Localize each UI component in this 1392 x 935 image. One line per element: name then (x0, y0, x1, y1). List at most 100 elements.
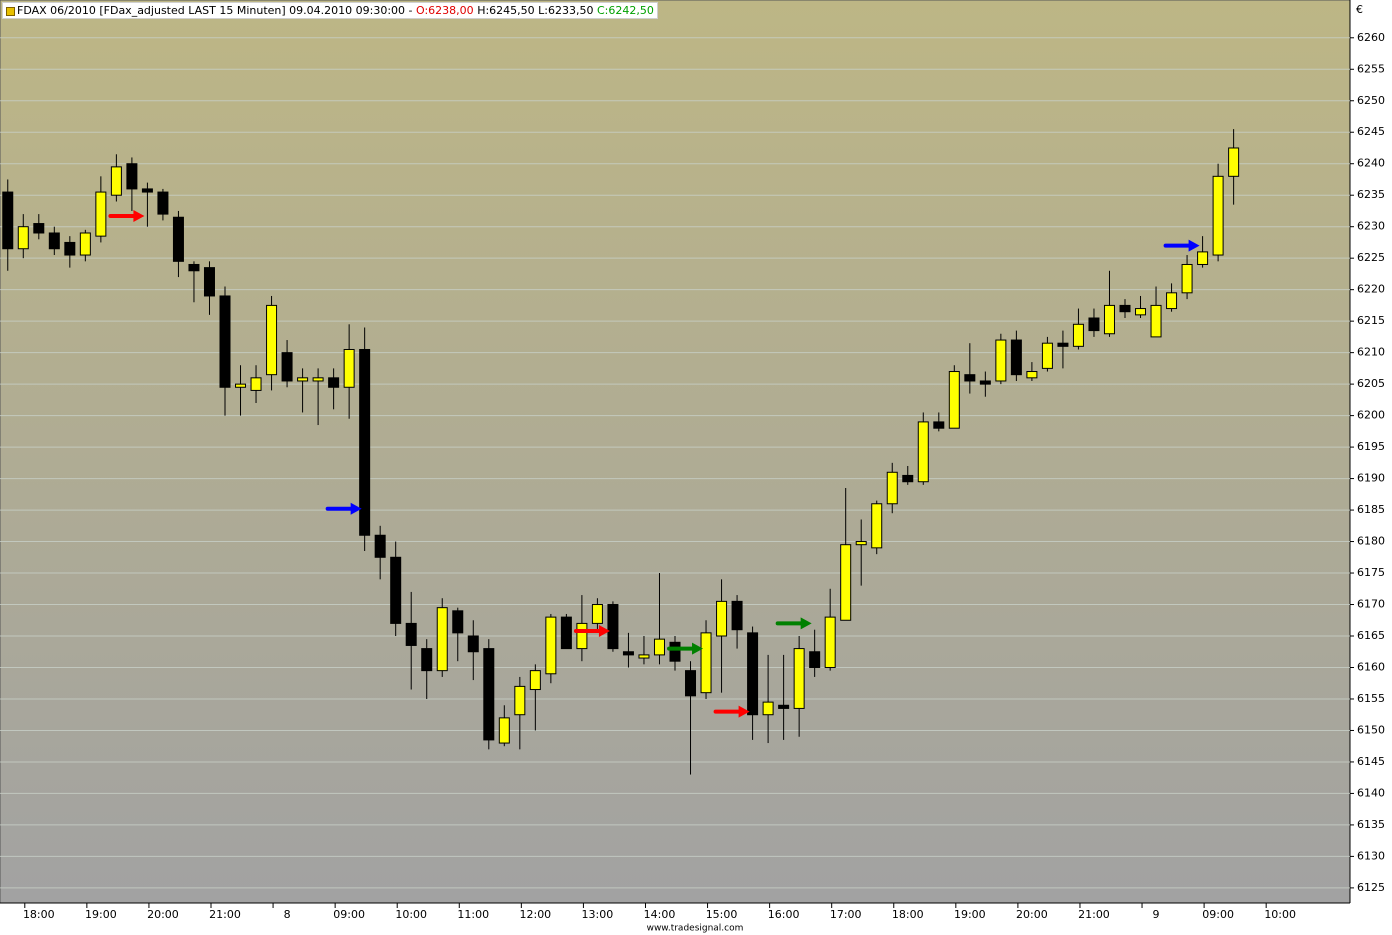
y-tick-label: 6160 (1357, 660, 1385, 673)
y-tick-label: 6200 (1357, 409, 1385, 422)
y-tick-label: 6135 (1357, 818, 1385, 831)
x-tick-label: 16:00 (768, 908, 800, 921)
signal-arrow (775, 617, 812, 630)
candle-body (95, 191, 107, 237)
candle-body (79, 232, 91, 256)
x-tick-label: 18:00 (23, 908, 55, 921)
candle-body (1026, 371, 1038, 379)
candle-body (2, 191, 14, 250)
candle-body (1135, 308, 1147, 316)
candle-body (886, 471, 898, 505)
candle-body (141, 188, 153, 193)
candle-body (405, 622, 417, 646)
signal-arrow (667, 642, 704, 655)
high-low-label: H:6245,50 L:6233,50 (477, 4, 594, 17)
candle-body (1088, 317, 1100, 332)
candle-body (560, 616, 572, 650)
candle-body (33, 223, 45, 234)
y-tick-label: 6130 (1357, 849, 1385, 862)
candle-body (483, 648, 495, 741)
candle-body (514, 685, 526, 716)
y-tick-label: 6245 (1357, 125, 1385, 138)
candle-body (529, 670, 541, 691)
y-tick-label: 6150 (1357, 723, 1385, 736)
x-tick-label: 10:00 (1264, 908, 1296, 921)
candle-body (716, 600, 728, 637)
candle-body (390, 556, 402, 624)
candle-body (48, 232, 60, 250)
signal-arrow (1163, 239, 1200, 252)
candle-body (359, 348, 371, 536)
candle-body (1166, 292, 1178, 310)
chart-header: FDAX 06/2010 [FDax_adjusted LAST 15 Minu… (2, 2, 658, 19)
candle-body (638, 654, 650, 659)
candle-body (328, 377, 340, 388)
title: FDAX 06/2010 [FDax_adjusted LAST 15 Minu… (17, 4, 413, 17)
candle-body (731, 600, 743, 631)
candle-body (1197, 251, 1209, 265)
y-tick-label: 6260 (1357, 31, 1385, 44)
candle-body (452, 610, 464, 634)
x-tick-label: 09:00 (333, 908, 365, 921)
candle-body (747, 632, 759, 716)
x-tick-label: 21:00 (1078, 908, 1110, 921)
y-tick-label: 6180 (1357, 535, 1385, 548)
candle-body (1181, 263, 1193, 294)
candle-body (110, 166, 122, 196)
y-tick-label: 6205 (1357, 377, 1385, 390)
y-tick-label: 6215 (1357, 314, 1385, 327)
candle-body (545, 616, 557, 675)
x-tick-label: 12:00 (519, 908, 551, 921)
y-tick-label: 6220 (1357, 283, 1385, 296)
y-axis-area (1350, 0, 1392, 935)
y-tick-label: 6145 (1357, 755, 1385, 768)
candle-body (809, 651, 821, 668)
candle-body (17, 226, 29, 250)
x-tick-label: 15:00 (706, 908, 738, 921)
y-tick-label: 6185 (1357, 503, 1385, 516)
candle-body (1212, 175, 1224, 256)
candle-body (855, 541, 867, 546)
footer: www.tradesignal.com (647, 924, 744, 934)
x-tick-label: 14:00 (644, 908, 676, 921)
candle-body (762, 701, 774, 716)
candle-body (374, 534, 386, 558)
candle-body (979, 380, 991, 385)
x-tick-label: 9 (1153, 908, 1160, 921)
candle-body (917, 421, 929, 483)
candle-body (343, 348, 355, 388)
y-tick-label: 6165 (1357, 629, 1385, 642)
candle-body (778, 704, 790, 709)
candle-body (700, 632, 712, 694)
candle-body (219, 295, 231, 388)
candle-body (266, 304, 278, 376)
y-tick-label: 6190 (1357, 472, 1385, 485)
candle-body (188, 263, 200, 272)
candle-body (685, 670, 697, 697)
candle-body (653, 638, 665, 656)
candle-body (669, 641, 681, 662)
y-tick-label: 6210 (1357, 346, 1385, 359)
y-tick-label: 6175 (1357, 566, 1385, 579)
candle-body (64, 241, 76, 256)
candle-body (498, 717, 510, 744)
candle-body (607, 604, 619, 650)
candle-body (1228, 147, 1240, 177)
x-tick-label: 18:00 (892, 908, 924, 921)
candle-body (1041, 342, 1053, 369)
candle-body (235, 383, 247, 388)
signal-arrow (325, 502, 362, 515)
candle-body (622, 651, 634, 656)
signal-arrow (108, 209, 145, 222)
candle-body (250, 377, 262, 391)
y-tick-label: 6195 (1357, 440, 1385, 453)
y-tick-label: 6255 (1357, 62, 1385, 75)
close-label: C:6242,50 (596, 4, 654, 17)
y-tick-label: 6170 (1357, 598, 1385, 611)
y-tick-label: 6250 (1357, 94, 1385, 107)
candle-body (1150, 304, 1162, 338)
candle-body (436, 607, 448, 672)
candle-body (871, 503, 883, 549)
